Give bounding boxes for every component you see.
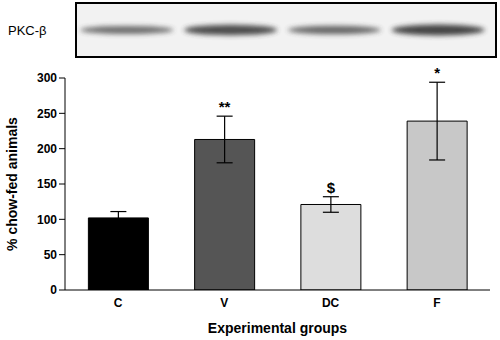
svg-text:100: 100 bbox=[37, 213, 57, 227]
svg-text:300: 300 bbox=[37, 71, 57, 85]
svg-text:Experimental groups: Experimental groups bbox=[208, 320, 347, 336]
svg-text:0: 0 bbox=[50, 283, 57, 297]
svg-text:*: * bbox=[434, 64, 440, 81]
svg-text:200: 200 bbox=[37, 142, 57, 156]
svg-text:V: V bbox=[220, 296, 228, 310]
svg-text:% chow-fed animals: % chow-fed animals bbox=[8, 117, 20, 251]
svg-text:C: C bbox=[114, 296, 123, 310]
svg-text:F: F bbox=[433, 296, 440, 310]
svg-text:50: 50 bbox=[44, 248, 58, 262]
svg-text:250: 250 bbox=[37, 107, 57, 121]
svg-text:DC: DC bbox=[322, 296, 340, 310]
svg-text:$: $ bbox=[327, 179, 336, 196]
svg-text:**: ** bbox=[219, 98, 231, 115]
svg-text:PKC-β: PKC-β bbox=[8, 23, 47, 38]
svg-text:150: 150 bbox=[37, 177, 57, 191]
